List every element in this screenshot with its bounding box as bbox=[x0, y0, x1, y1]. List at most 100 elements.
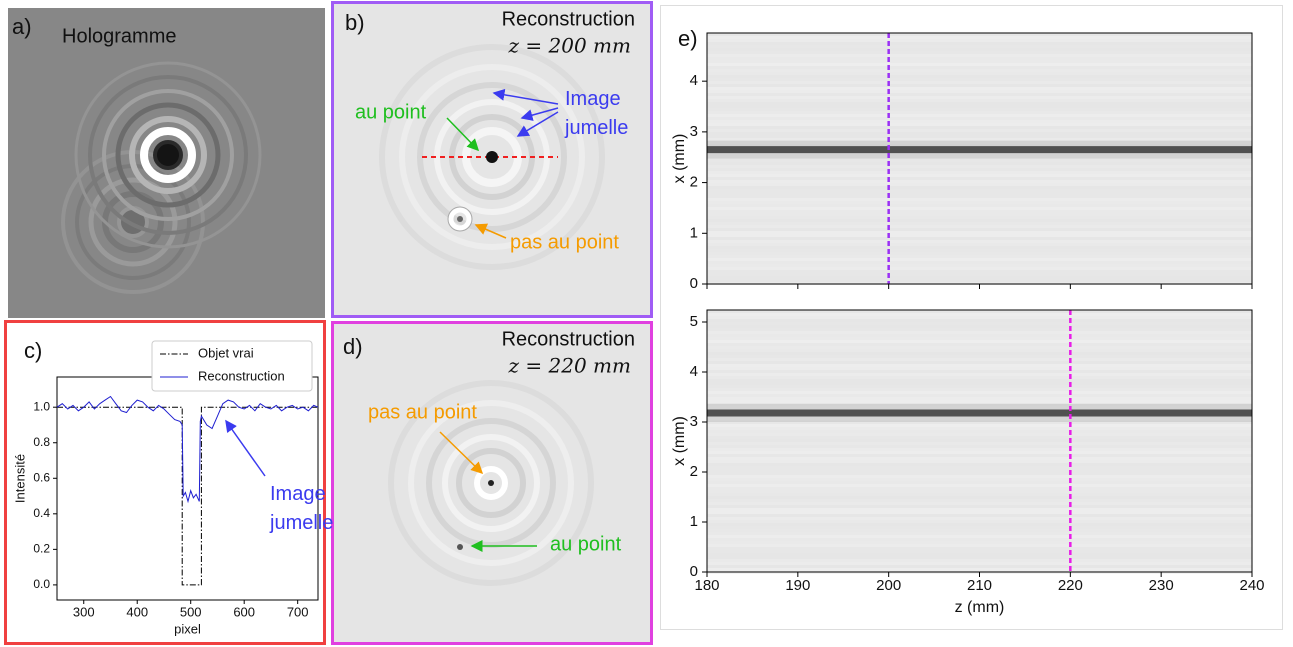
heatmap-texture bbox=[707, 310, 1252, 313]
heatmap-texture bbox=[707, 96, 1252, 99]
y-axis-label: Intensité bbox=[12, 454, 27, 503]
heatmap-texture bbox=[707, 177, 1252, 180]
heatmap-texture bbox=[707, 33, 1252, 36]
heatmap-texture bbox=[707, 490, 1252, 493]
heatmap-texture bbox=[707, 367, 1252, 370]
heatmap-texture bbox=[707, 252, 1252, 255]
heatmap-texture bbox=[707, 90, 1252, 93]
annotation: Image jumelle bbox=[269, 483, 333, 534]
x-tick-label: 180 bbox=[694, 577, 719, 594]
annotation-line: Image bbox=[565, 88, 621, 110]
heatmap-texture bbox=[707, 222, 1252, 225]
heatmap-texture bbox=[707, 57, 1252, 60]
panel-label: c) bbox=[24, 338, 42, 363]
heatmap-texture bbox=[707, 255, 1252, 258]
heatmap-texture bbox=[707, 493, 1252, 496]
panel-subtitle: z = 200 mm bbox=[508, 34, 631, 58]
heatmap-texture bbox=[707, 258, 1252, 261]
heatmap-texture bbox=[707, 225, 1252, 228]
x-tick-label: 190 bbox=[785, 577, 810, 594]
heatmap-texture bbox=[707, 114, 1252, 117]
heatmap-texture bbox=[707, 313, 1252, 316]
y-tick-label: 0 bbox=[690, 563, 698, 580]
heatmap-texture bbox=[707, 186, 1252, 189]
series-line bbox=[56, 395, 319, 504]
heatmap-texture bbox=[707, 487, 1252, 490]
x-tick-label: 500 bbox=[180, 604, 202, 619]
heatmap-texture bbox=[707, 559, 1252, 562]
y-axis-label: x (mm) bbox=[671, 416, 688, 466]
heatmap-texture bbox=[707, 36, 1252, 39]
heatmap-texture bbox=[707, 508, 1252, 511]
heatmap-texture bbox=[707, 475, 1252, 478]
heatmap-texture bbox=[707, 60, 1252, 63]
heatmap-texture bbox=[707, 532, 1252, 535]
heatmap-texture bbox=[707, 553, 1252, 556]
heatmap-texture bbox=[707, 237, 1252, 240]
heatmap-texture bbox=[707, 75, 1252, 78]
heatmap-texture bbox=[707, 439, 1252, 442]
heatmap-texture bbox=[707, 394, 1252, 397]
heatmap-texture bbox=[707, 358, 1252, 361]
heatmap-texture bbox=[707, 556, 1252, 559]
heatmap-texture bbox=[707, 120, 1252, 123]
heatmap-texture bbox=[707, 54, 1252, 57]
heatmap-texture bbox=[707, 529, 1252, 532]
panel-title: Reconstruction bbox=[502, 328, 635, 350]
heatmap-texture bbox=[707, 511, 1252, 514]
heatmap-texture bbox=[707, 279, 1252, 282]
x-tick-label: 210 bbox=[967, 577, 992, 594]
x-tick-label: 230 bbox=[1149, 577, 1174, 594]
heatmap-texture bbox=[707, 249, 1252, 252]
annotation: pas au point bbox=[510, 231, 619, 253]
annotation: au point bbox=[355, 101, 427, 123]
heatmap-texture bbox=[707, 334, 1252, 337]
panel-label: b) bbox=[345, 10, 365, 35]
heatmap-texture bbox=[707, 370, 1252, 373]
heatmap-texture bbox=[707, 538, 1252, 541]
heatmap-texture bbox=[707, 430, 1252, 433]
y-tick-label: 3 bbox=[690, 413, 698, 430]
heatmap-texture bbox=[707, 385, 1252, 388]
heatmap-texture bbox=[707, 436, 1252, 439]
heatmap-texture bbox=[707, 325, 1252, 328]
heatmap-texture bbox=[707, 502, 1252, 505]
heatmap-texture bbox=[707, 340, 1252, 343]
panel-label: e) bbox=[678, 26, 698, 51]
y-tick-label: 0.8 bbox=[33, 435, 50, 449]
heatmap-texture bbox=[707, 454, 1252, 457]
heatmap-texture bbox=[707, 105, 1252, 108]
heatmap-texture bbox=[707, 346, 1252, 349]
heatmap-texture bbox=[707, 246, 1252, 249]
heatmap-texture bbox=[707, 568, 1252, 571]
x-tick-label: 400 bbox=[126, 604, 148, 619]
heatmap-texture bbox=[707, 48, 1252, 51]
heatmap-texture bbox=[707, 499, 1252, 502]
x-tick-label: 300 bbox=[73, 604, 95, 619]
heatmap-texture bbox=[707, 180, 1252, 183]
panel-title: Reconstruction bbox=[502, 8, 635, 30]
panel-title: Hologramme bbox=[62, 25, 176, 47]
heatmap-texture bbox=[707, 138, 1252, 141]
legend-label: Reconstruction bbox=[198, 368, 285, 383]
y-tick-label: 2 bbox=[690, 174, 698, 191]
y-tick-label: 0.4 bbox=[33, 506, 50, 520]
heatmap-texture bbox=[707, 421, 1252, 424]
y-tick-label: 4 bbox=[690, 72, 698, 89]
heatmap-texture bbox=[707, 219, 1252, 222]
heatmap-texture bbox=[707, 261, 1252, 264]
heatmap-texture bbox=[707, 469, 1252, 472]
heatmap-texture bbox=[707, 168, 1252, 171]
heatmap-texture bbox=[707, 51, 1252, 54]
heatmap-texture bbox=[707, 201, 1252, 204]
heatmap-texture bbox=[707, 195, 1252, 198]
heatmap-texture bbox=[707, 42, 1252, 45]
heatmap-texture bbox=[707, 174, 1252, 177]
heatmap-texture bbox=[707, 364, 1252, 367]
heatmap-texture bbox=[707, 87, 1252, 90]
heatmap-texture bbox=[707, 382, 1252, 385]
heatmap-texture bbox=[707, 231, 1252, 234]
heatmap-texture bbox=[707, 400, 1252, 403]
heatmap-texture bbox=[707, 565, 1252, 568]
heatmap-texture bbox=[707, 562, 1252, 565]
